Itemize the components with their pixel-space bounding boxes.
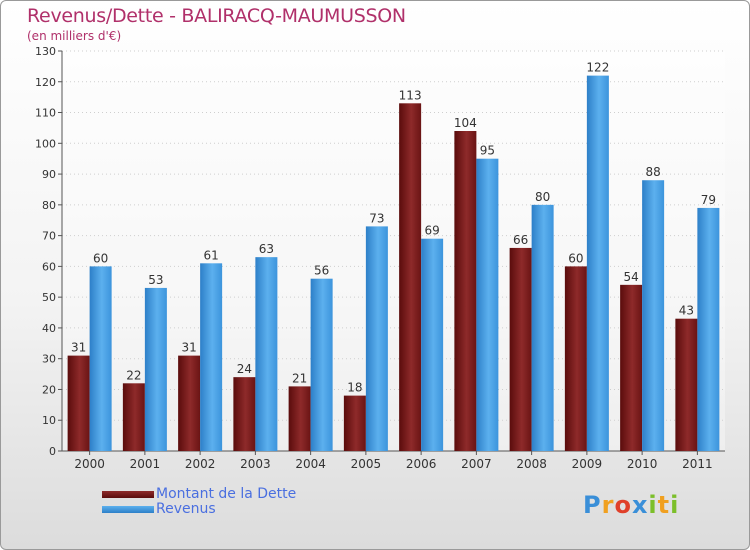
- y-tick-label: 50: [42, 291, 56, 304]
- data-label: 21: [292, 371, 307, 385]
- data-label: 80: [535, 190, 550, 204]
- x-tick-label: 2000: [74, 457, 105, 471]
- data-label: 122: [586, 61, 609, 75]
- x-tick-label: 2008: [516, 457, 547, 471]
- data-label: 61: [203, 248, 218, 262]
- y-tick-label: 20: [42, 383, 56, 396]
- data-label: 43: [679, 304, 694, 318]
- data-label: 73: [369, 211, 384, 225]
- x-tick-label: 2011: [682, 457, 713, 471]
- legend-swatch-debt: [102, 491, 154, 498]
- x-tick-label: 2005: [351, 457, 382, 471]
- bar-revenue: [89, 266, 112, 451]
- bar-debt: [509, 247, 532, 451]
- legend-swatch-revenue: [102, 506, 154, 513]
- x-tick-label: 2002: [185, 457, 216, 471]
- bar-debt: [620, 284, 643, 451]
- bar-debt: [564, 266, 587, 451]
- data-label: 95: [480, 144, 495, 158]
- chart-title: Revenus/Dette - BALIRACQ-MAUMUSSON: [27, 5, 406, 27]
- x-tick-label: 2010: [627, 457, 658, 471]
- bar-revenue: [586, 75, 609, 451]
- data-label: 60: [568, 251, 583, 265]
- bar-debt: [178, 355, 201, 451]
- data-label: 113: [399, 88, 422, 102]
- data-label: 60: [93, 251, 108, 265]
- data-label: 24: [237, 362, 252, 376]
- bar-revenue: [642, 180, 665, 451]
- data-label: 31: [181, 341, 196, 355]
- y-tick-label: 110: [35, 107, 56, 120]
- bar-revenue: [310, 278, 333, 451]
- bar-revenue: [476, 158, 499, 451]
- x-tick-label: 2009: [572, 457, 603, 471]
- plot-area: [62, 51, 725, 451]
- data-label: 79: [701, 193, 716, 207]
- data-label: 66: [513, 233, 528, 247]
- y-tick-label: 30: [42, 353, 56, 366]
- y-tick-label: 130: [35, 45, 56, 58]
- data-label: 54: [623, 270, 638, 284]
- bar-revenue: [365, 226, 388, 451]
- data-label: 31: [71, 341, 86, 355]
- x-tick-label: 2001: [130, 457, 161, 471]
- bar-revenue: [421, 238, 444, 451]
- y-tick-label: 80: [42, 199, 56, 212]
- data-label: 104: [454, 116, 477, 130]
- logo-letter: P: [583, 491, 602, 519]
- x-tick-label: 2007: [461, 457, 492, 471]
- logo-letter: i: [670, 491, 680, 519]
- y-tick-label: 70: [42, 230, 56, 243]
- y-tick-label: 60: [42, 260, 56, 273]
- bar-revenue: [531, 204, 554, 451]
- data-label: 63: [259, 242, 274, 256]
- x-tick-label: 2003: [240, 457, 271, 471]
- bar-revenue: [144, 287, 167, 451]
- y-tick-label: 40: [42, 322, 56, 335]
- bar-debt: [454, 131, 477, 451]
- x-tick-label: 2006: [406, 457, 437, 471]
- x-tick-label: 2004: [295, 457, 326, 471]
- bar-debt: [675, 318, 698, 451]
- legend-label-debt: Montant de la Dette: [156, 486, 297, 502]
- legend-label-revenue: Revenus: [156, 501, 216, 517]
- y-tick-label: 100: [35, 137, 56, 150]
- bar-debt: [67, 355, 90, 451]
- proxiti-logo: Proxiti: [583, 491, 679, 519]
- bar-debt: [122, 383, 145, 451]
- y-tick-label: 10: [42, 414, 56, 427]
- bar-revenue: [697, 207, 720, 451]
- bar-debt: [399, 103, 422, 452]
- chart-subtitle: (en milliers d'€): [27, 29, 122, 43]
- logo-letter: i: [648, 491, 658, 519]
- y-tick-label: 90: [42, 168, 56, 181]
- bar-debt: [343, 395, 366, 451]
- bar-revenue: [200, 263, 223, 451]
- data-label: 18: [347, 381, 362, 395]
- data-label: 53: [148, 273, 163, 287]
- logo-letter: t: [657, 491, 671, 519]
- y-tick-label: 0: [49, 445, 56, 458]
- logo-letter: o: [614, 491, 632, 519]
- data-label: 69: [424, 224, 439, 238]
- bar-debt: [233, 377, 256, 451]
- bar-revenue: [255, 257, 278, 451]
- data-label: 56: [314, 264, 329, 278]
- logo-letter: x: [631, 491, 649, 519]
- data-label: 22: [126, 368, 141, 382]
- y-tick-label: 120: [35, 76, 56, 89]
- bar-debt: [288, 386, 311, 451]
- logo-letter: r: [601, 491, 615, 519]
- data-label: 88: [645, 165, 660, 179]
